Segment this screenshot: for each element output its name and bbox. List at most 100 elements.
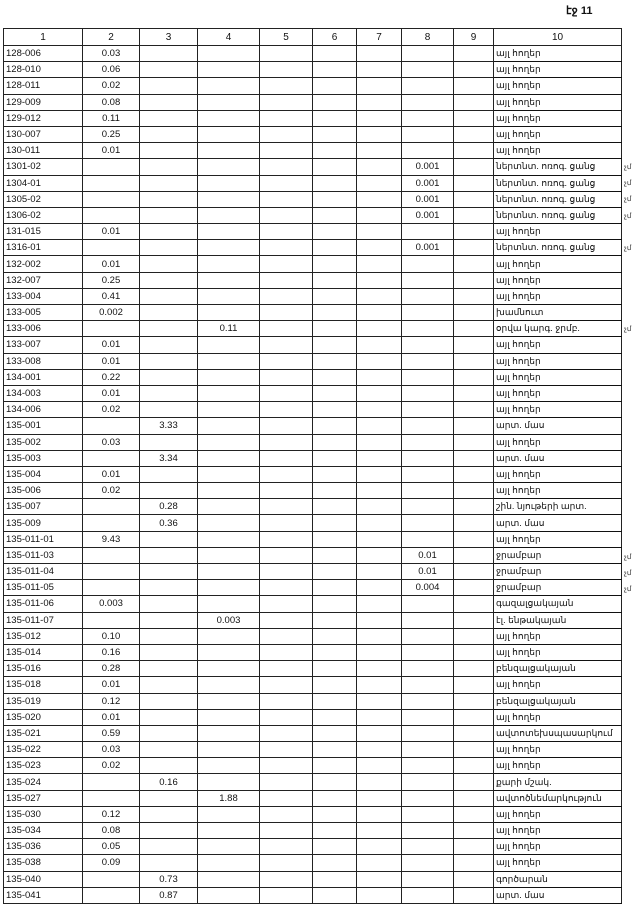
table-row: 135-011-05 0.004 ջրամբար bbox=[3, 579, 622, 597]
area-value bbox=[312, 773, 357, 791]
area-value bbox=[453, 223, 494, 241]
area-value bbox=[139, 821, 198, 840]
parcel-code: 135-002 bbox=[3, 433, 83, 451]
area-value bbox=[197, 886, 260, 904]
area-value bbox=[312, 142, 357, 160]
table-row: 135-040 0.73 գործարան bbox=[3, 870, 622, 888]
area-value bbox=[356, 870, 402, 888]
land-use: այլ հողեր bbox=[493, 336, 622, 354]
land-use: այլ հողեր bbox=[493, 465, 622, 484]
area-value bbox=[401, 125, 454, 144]
parcel-code: 135-023 bbox=[3, 757, 83, 775]
area-value bbox=[401, 384, 454, 403]
area-value bbox=[259, 255, 313, 273]
table-row: 1316-01 0.001 ներտնտ. ոռոգ. ցանց bbox=[3, 239, 622, 257]
area-value bbox=[139, 287, 198, 306]
area-value bbox=[312, 821, 357, 840]
area-value bbox=[259, 433, 313, 451]
area-value bbox=[139, 708, 198, 726]
area-value bbox=[312, 465, 357, 484]
area-value bbox=[356, 514, 402, 532]
table-row: 1301-02 0.001 ներտնտ. ոռոգ. ցանց bbox=[3, 158, 622, 176]
area-value bbox=[453, 336, 494, 354]
area-value bbox=[259, 854, 313, 872]
area-value bbox=[259, 303, 313, 322]
area-value bbox=[453, 643, 494, 662]
area-value bbox=[453, 206, 494, 225]
area-value bbox=[356, 465, 402, 484]
area-value bbox=[312, 449, 357, 467]
area-value bbox=[401, 352, 454, 370]
parcel-code: 128-011 bbox=[3, 77, 83, 95]
area-value bbox=[139, 206, 198, 225]
area-value bbox=[197, 158, 260, 176]
area-value bbox=[401, 433, 454, 451]
area-value bbox=[82, 514, 140, 532]
area-value bbox=[356, 433, 402, 451]
table-row: 135-002 0.03 այլ հողեր bbox=[3, 433, 622, 451]
area-value bbox=[356, 627, 402, 645]
table-row: 135-034 0.08 այլ հողեր bbox=[3, 821, 622, 840]
area-value bbox=[312, 271, 357, 289]
area-value bbox=[401, 465, 454, 484]
area-value bbox=[259, 158, 313, 176]
area-value bbox=[259, 789, 313, 807]
area-value bbox=[82, 546, 140, 565]
table-row: 135-011-03 0.01 ջրամբար bbox=[3, 546, 622, 565]
land-use: այլ հողեր bbox=[493, 708, 622, 726]
parcel-code: 130-011 bbox=[3, 142, 83, 160]
area-value bbox=[401, 142, 454, 160]
area-value bbox=[356, 757, 402, 775]
area-value bbox=[312, 838, 357, 856]
area-value bbox=[197, 870, 260, 888]
area-value bbox=[401, 336, 454, 354]
area-value bbox=[312, 676, 357, 694]
area-value bbox=[259, 384, 313, 403]
area-value bbox=[197, 595, 260, 613]
area-value bbox=[401, 660, 454, 678]
area-value bbox=[139, 692, 198, 710]
margin-note: չմ bbox=[624, 245, 632, 252]
land-use: բենզալցակայան bbox=[493, 660, 622, 678]
area-value bbox=[453, 93, 494, 111]
land-use: բենզալցակայան bbox=[493, 692, 622, 710]
area-value bbox=[197, 741, 260, 759]
table-row: 132-007 0.25 այլ հողեր bbox=[3, 271, 622, 289]
area-value bbox=[453, 368, 494, 386]
table-row: 134-003 0.01 այլ հողեր bbox=[3, 384, 622, 403]
area-value bbox=[197, 546, 260, 565]
land-use: շին. նյութերի արտ. bbox=[493, 498, 622, 516]
area-value bbox=[312, 546, 357, 565]
area-value bbox=[356, 708, 402, 726]
area-value bbox=[356, 692, 402, 710]
land-use: այլ հողեր bbox=[493, 627, 622, 645]
table-row: 129-009 0.08 այլ հողեր bbox=[3, 93, 622, 111]
area-value bbox=[259, 757, 313, 775]
area-value bbox=[312, 352, 357, 370]
area-value: 0.002 bbox=[82, 303, 140, 322]
area-value bbox=[197, 449, 260, 467]
margin-note: չմ bbox=[624, 196, 632, 204]
area-value bbox=[197, 190, 260, 208]
table-row: 128-011 0.02 այլ հողեր bbox=[3, 77, 622, 95]
area-value bbox=[139, 109, 198, 127]
area-value bbox=[356, 206, 402, 225]
parcel-code: 135-012 bbox=[3, 627, 83, 645]
area-value bbox=[453, 595, 494, 613]
parcel-code: 135-004 bbox=[3, 465, 83, 484]
area-value bbox=[453, 886, 494, 904]
area-value bbox=[401, 773, 454, 791]
margin-note: չմ bbox=[624, 570, 632, 577]
area-value bbox=[401, 255, 454, 273]
area-value bbox=[453, 239, 494, 257]
area-value bbox=[312, 482, 357, 500]
area-value bbox=[197, 336, 260, 354]
area-value bbox=[312, 93, 357, 111]
area-value bbox=[197, 287, 260, 306]
parcel-code: 135-036 bbox=[3, 838, 83, 856]
area-value bbox=[356, 174, 402, 192]
land-use: այլ հողեր bbox=[493, 61, 622, 79]
area-value bbox=[139, 352, 198, 370]
area-value bbox=[312, 627, 357, 645]
area-value bbox=[453, 514, 494, 532]
